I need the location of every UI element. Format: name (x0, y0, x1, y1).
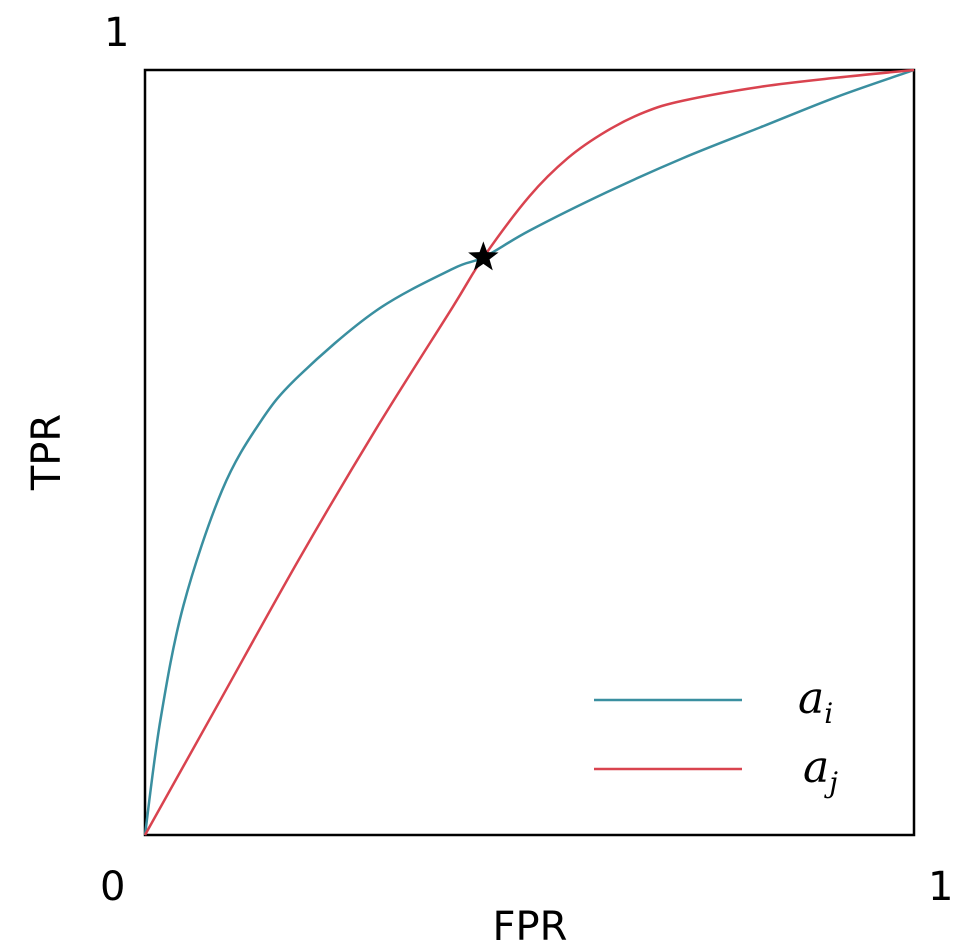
marker-layer (468, 241, 499, 271)
intersection-star-icon (468, 241, 499, 271)
series-line-a-i (143, 68, 915, 836)
y-tick-label-top: 1 (104, 10, 129, 56)
legend-label-a-j: aj (803, 742, 838, 799)
y-axis-label: TPR (24, 414, 70, 491)
x-axis-label: FPR (493, 904, 568, 947)
x-tick-label-left: 0 (100, 864, 125, 910)
legend: ai aj (594, 673, 838, 799)
legend-label-a-i: ai (798, 673, 833, 730)
series-line-a-j (143, 68, 915, 836)
legend-label-a-i-base: a (798, 673, 824, 724)
x-tick-label-right: 1 (928, 864, 953, 910)
legend-label-a-i-sub: i (824, 697, 833, 730)
series-layer (143, 68, 915, 836)
plot-frame (143, 68, 916, 837)
legend-label-a-j-base: a (803, 742, 829, 793)
